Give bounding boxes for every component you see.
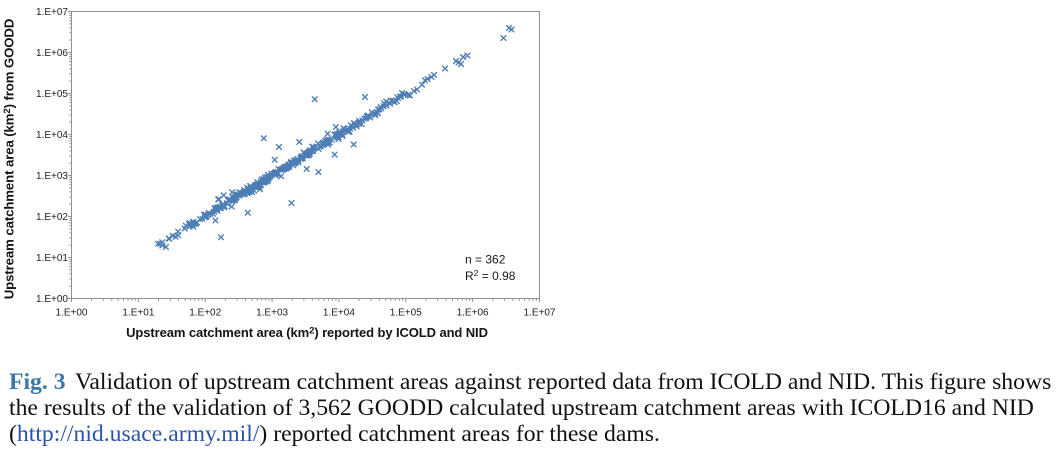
svg-text:1.E+07: 1.E+07 xyxy=(36,7,68,18)
svg-text:1.E+01: 1.E+01 xyxy=(36,253,68,264)
svg-text:1.E+05: 1.E+05 xyxy=(390,308,422,319)
svg-text:1.E+02: 1.E+02 xyxy=(36,212,68,223)
svg-text:Upstream catchment area (km2): Upstream catchment area (km2) from GOODD xyxy=(2,19,17,300)
svg-text:1.E+04: 1.E+04 xyxy=(323,308,355,319)
svg-text:Upstream catchment area (km2): Upstream catchment area (km2) reported b… xyxy=(126,325,488,340)
svg-text:1.E+03: 1.E+03 xyxy=(256,308,288,319)
svg-text:1.E+07: 1.E+07 xyxy=(524,308,556,319)
svg-text:1.E+05: 1.E+05 xyxy=(36,89,68,100)
svg-text:R2 = 0.98: R2 = 0.98 xyxy=(465,268,516,283)
svg-text:1.E+00: 1.E+00 xyxy=(36,294,68,305)
svg-text:1.E+01: 1.E+01 xyxy=(122,308,154,319)
svg-text:1.E+06: 1.E+06 xyxy=(36,48,68,59)
svg-text:1.E+06: 1.E+06 xyxy=(457,308,489,319)
svg-text:1.E+04: 1.E+04 xyxy=(36,130,68,141)
svg-text:1.E+03: 1.E+03 xyxy=(36,171,68,182)
svg-text:1.E+00: 1.E+00 xyxy=(56,308,88,319)
svg-text:n = 362: n = 362 xyxy=(465,253,506,267)
svg-text:1.E+02: 1.E+02 xyxy=(189,308,221,319)
